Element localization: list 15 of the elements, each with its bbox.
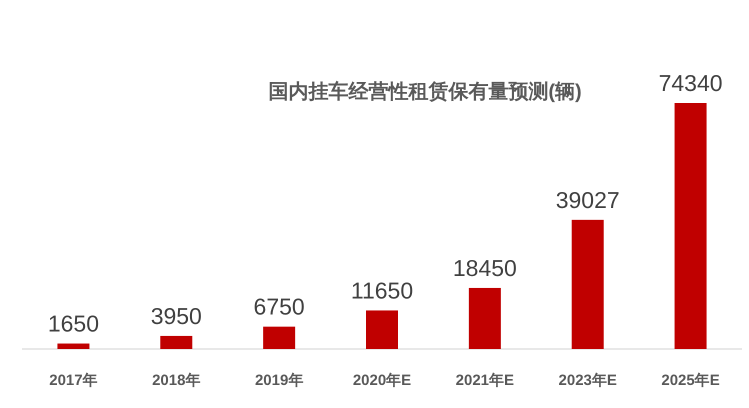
data-label: 74340 (658, 70, 723, 96)
x-tick-label: 2023年E (558, 372, 617, 389)
data-label: 1650 (48, 310, 100, 337)
data-label: 3950 (150, 302, 202, 329)
x-tick-label: 2017年 (49, 372, 98, 389)
chart-title: 国内挂车经营性租赁保有量预测(辆) (268, 80, 582, 103)
data-label: 39027 (556, 186, 620, 213)
x-tick-label: 2025年E (661, 372, 720, 389)
x-tick-label: 2018年 (152, 372, 200, 389)
data-label: 11650 (350, 277, 414, 304)
x-tick-label: 2019年 (254, 372, 304, 389)
data-label: 6750 (254, 294, 305, 320)
data-label: 18450 (452, 254, 517, 281)
x-tick-label: 2020年E (352, 372, 412, 389)
x-tick-label: 2021年E (456, 372, 514, 389)
